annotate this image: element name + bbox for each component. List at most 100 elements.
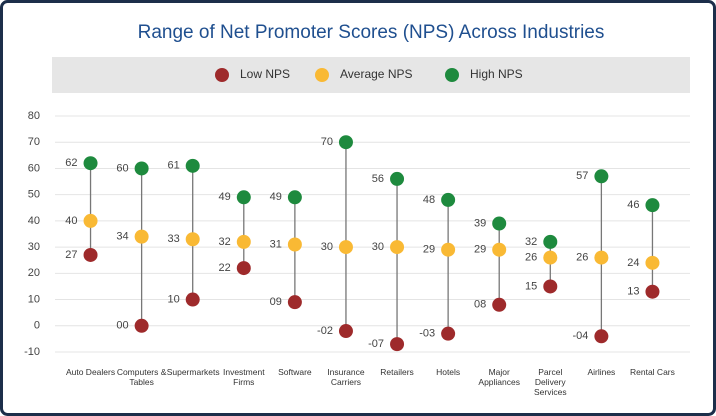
x-tick-label: Software: [278, 367, 312, 377]
x-tick-label: Hotels: [436, 367, 461, 377]
data-label: 30: [372, 241, 384, 253]
data-label: 48: [423, 194, 435, 206]
dot: [236, 261, 251, 276]
y-tick-label: 40: [28, 215, 40, 227]
y-tick-label: 30: [28, 241, 40, 253]
x-tick-label: Rental Cars: [630, 367, 675, 377]
data-label: -04: [572, 330, 588, 342]
dot: [594, 329, 609, 344]
dot: [645, 255, 660, 270]
data-label: 08: [474, 299, 486, 311]
data-label: 27: [65, 249, 77, 261]
dot: [543, 250, 558, 265]
x-tick-label: Major Appliances: [478, 367, 520, 387]
y-tick-label: 70: [28, 136, 40, 148]
legend-marker: [445, 68, 459, 82]
dot: [236, 190, 251, 205]
data-label: -07: [368, 338, 384, 350]
dot: [492, 216, 507, 231]
x-tick-label: Retailers: [380, 367, 414, 377]
data-label: 49: [219, 191, 231, 203]
data-label: 26: [525, 252, 537, 264]
y-tick-label: 20: [28, 267, 40, 279]
dot: [338, 240, 353, 255]
data-label: 39: [474, 217, 486, 229]
data-label: 33: [167, 233, 179, 245]
dot: [492, 242, 507, 257]
data-label: 29: [474, 244, 486, 256]
data-label: -02: [317, 325, 333, 337]
dot: [645, 284, 660, 299]
data-label: 46: [627, 199, 639, 211]
data-label: 24: [627, 257, 639, 269]
x-tick-label: Insurance Carriers: [327, 367, 365, 387]
x-tick-label: Computers & Tables: [116, 367, 167, 387]
data-label: 22: [219, 262, 231, 274]
data-label: 60: [116, 162, 128, 174]
dot: [287, 295, 302, 310]
dot: [441, 326, 456, 341]
dot: [134, 161, 149, 176]
data-label: 30: [321, 241, 333, 253]
data-label: 56: [372, 173, 384, 185]
dot: [134, 318, 149, 333]
dot: [441, 242, 456, 257]
dot: [185, 158, 200, 173]
dot: [390, 337, 405, 352]
dot: [645, 198, 660, 213]
data-label: 26: [576, 252, 588, 264]
y-tick-label: -10: [24, 346, 40, 358]
y-tick-label: 50: [28, 189, 40, 201]
data-label: 49: [270, 191, 282, 203]
y-tick-label: 10: [28, 293, 40, 305]
dot: [338, 135, 353, 150]
legend-label: Low NPS: [240, 67, 290, 81]
data-label: 29: [423, 244, 435, 256]
dot: [390, 171, 405, 186]
dot: [543, 234, 558, 249]
data-label: 32: [219, 236, 231, 248]
dot: [338, 324, 353, 339]
data-label: 57: [576, 170, 588, 182]
data-label: 34: [116, 231, 128, 243]
legend-marker: [315, 68, 329, 82]
chart-title: Range of Net Promoter Scores (NPS) Acros…: [138, 22, 605, 43]
x-tick-label: Auto Dealers: [65, 367, 116, 377]
dot: [185, 292, 200, 307]
data-label: 00: [116, 320, 128, 332]
dot: [83, 247, 98, 262]
dot: [83, 156, 98, 171]
data-label: 15: [525, 280, 537, 292]
y-tick-label: 80: [28, 110, 40, 122]
dot: [441, 192, 456, 207]
legend-label: Average NPS: [340, 67, 413, 81]
dot: [287, 190, 302, 205]
dot: [236, 234, 251, 249]
dot: [390, 240, 405, 255]
data-label: -03: [419, 328, 435, 340]
legend-marker: [215, 68, 229, 82]
dot: [185, 232, 200, 247]
data-label: 40: [65, 215, 77, 227]
data-label: 09: [270, 296, 282, 308]
dot: [594, 250, 609, 265]
dot: [594, 169, 609, 184]
x-tick-label: Investment Firms: [222, 367, 265, 387]
dot: [543, 279, 558, 294]
dot: [83, 213, 98, 228]
dot: [287, 237, 302, 252]
data-label: 70: [321, 136, 333, 148]
data-label: 13: [627, 286, 639, 298]
dot: [492, 297, 507, 312]
data-label: 10: [167, 293, 179, 305]
data-label: 31: [270, 238, 282, 250]
x-tick-label: Airlines: [587, 367, 616, 377]
dot: [134, 229, 149, 244]
data-label: 62: [65, 157, 77, 169]
x-tick-label: Supermarkets: [166, 367, 220, 377]
x-tick-label: Parcel Delivery Services: [533, 367, 567, 397]
y-tick-label: 60: [28, 162, 40, 174]
